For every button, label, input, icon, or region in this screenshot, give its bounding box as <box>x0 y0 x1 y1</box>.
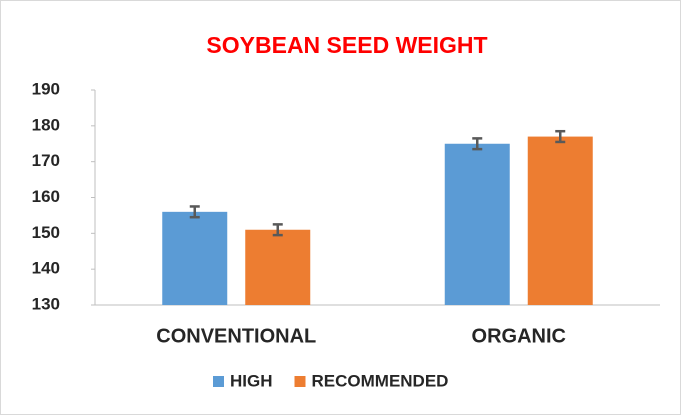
y-tick-label: 140 <box>32 259 60 278</box>
legend-swatch <box>294 376 306 387</box>
bar <box>527 136 593 305</box>
y-tick-label: 150 <box>32 223 60 242</box>
error-bar <box>189 205 200 219</box>
y-tick-label: 180 <box>32 115 60 134</box>
legend-label: HIGH <box>230 371 273 390</box>
bar <box>162 211 228 305</box>
bar <box>444 143 510 305</box>
y-tick-label: 170 <box>32 151 60 170</box>
bar <box>245 229 311 305</box>
legend-swatch <box>213 376 224 387</box>
x-tick-label: ORGANIC <box>472 325 566 347</box>
y-tick-label: 160 <box>32 187 60 206</box>
error-bar <box>555 129 566 144</box>
error-bar <box>272 223 283 237</box>
x-tick-label: CONVENTIONAL <box>156 325 316 347</box>
y-tick-label: 190 <box>32 79 60 98</box>
error-bar <box>472 137 483 151</box>
y-tick-label: 130 <box>32 294 60 313</box>
chart-title: SOYBEAN SEED WEIGHT <box>206 32 487 58</box>
legend-label: RECOMMENDED <box>312 371 449 390</box>
